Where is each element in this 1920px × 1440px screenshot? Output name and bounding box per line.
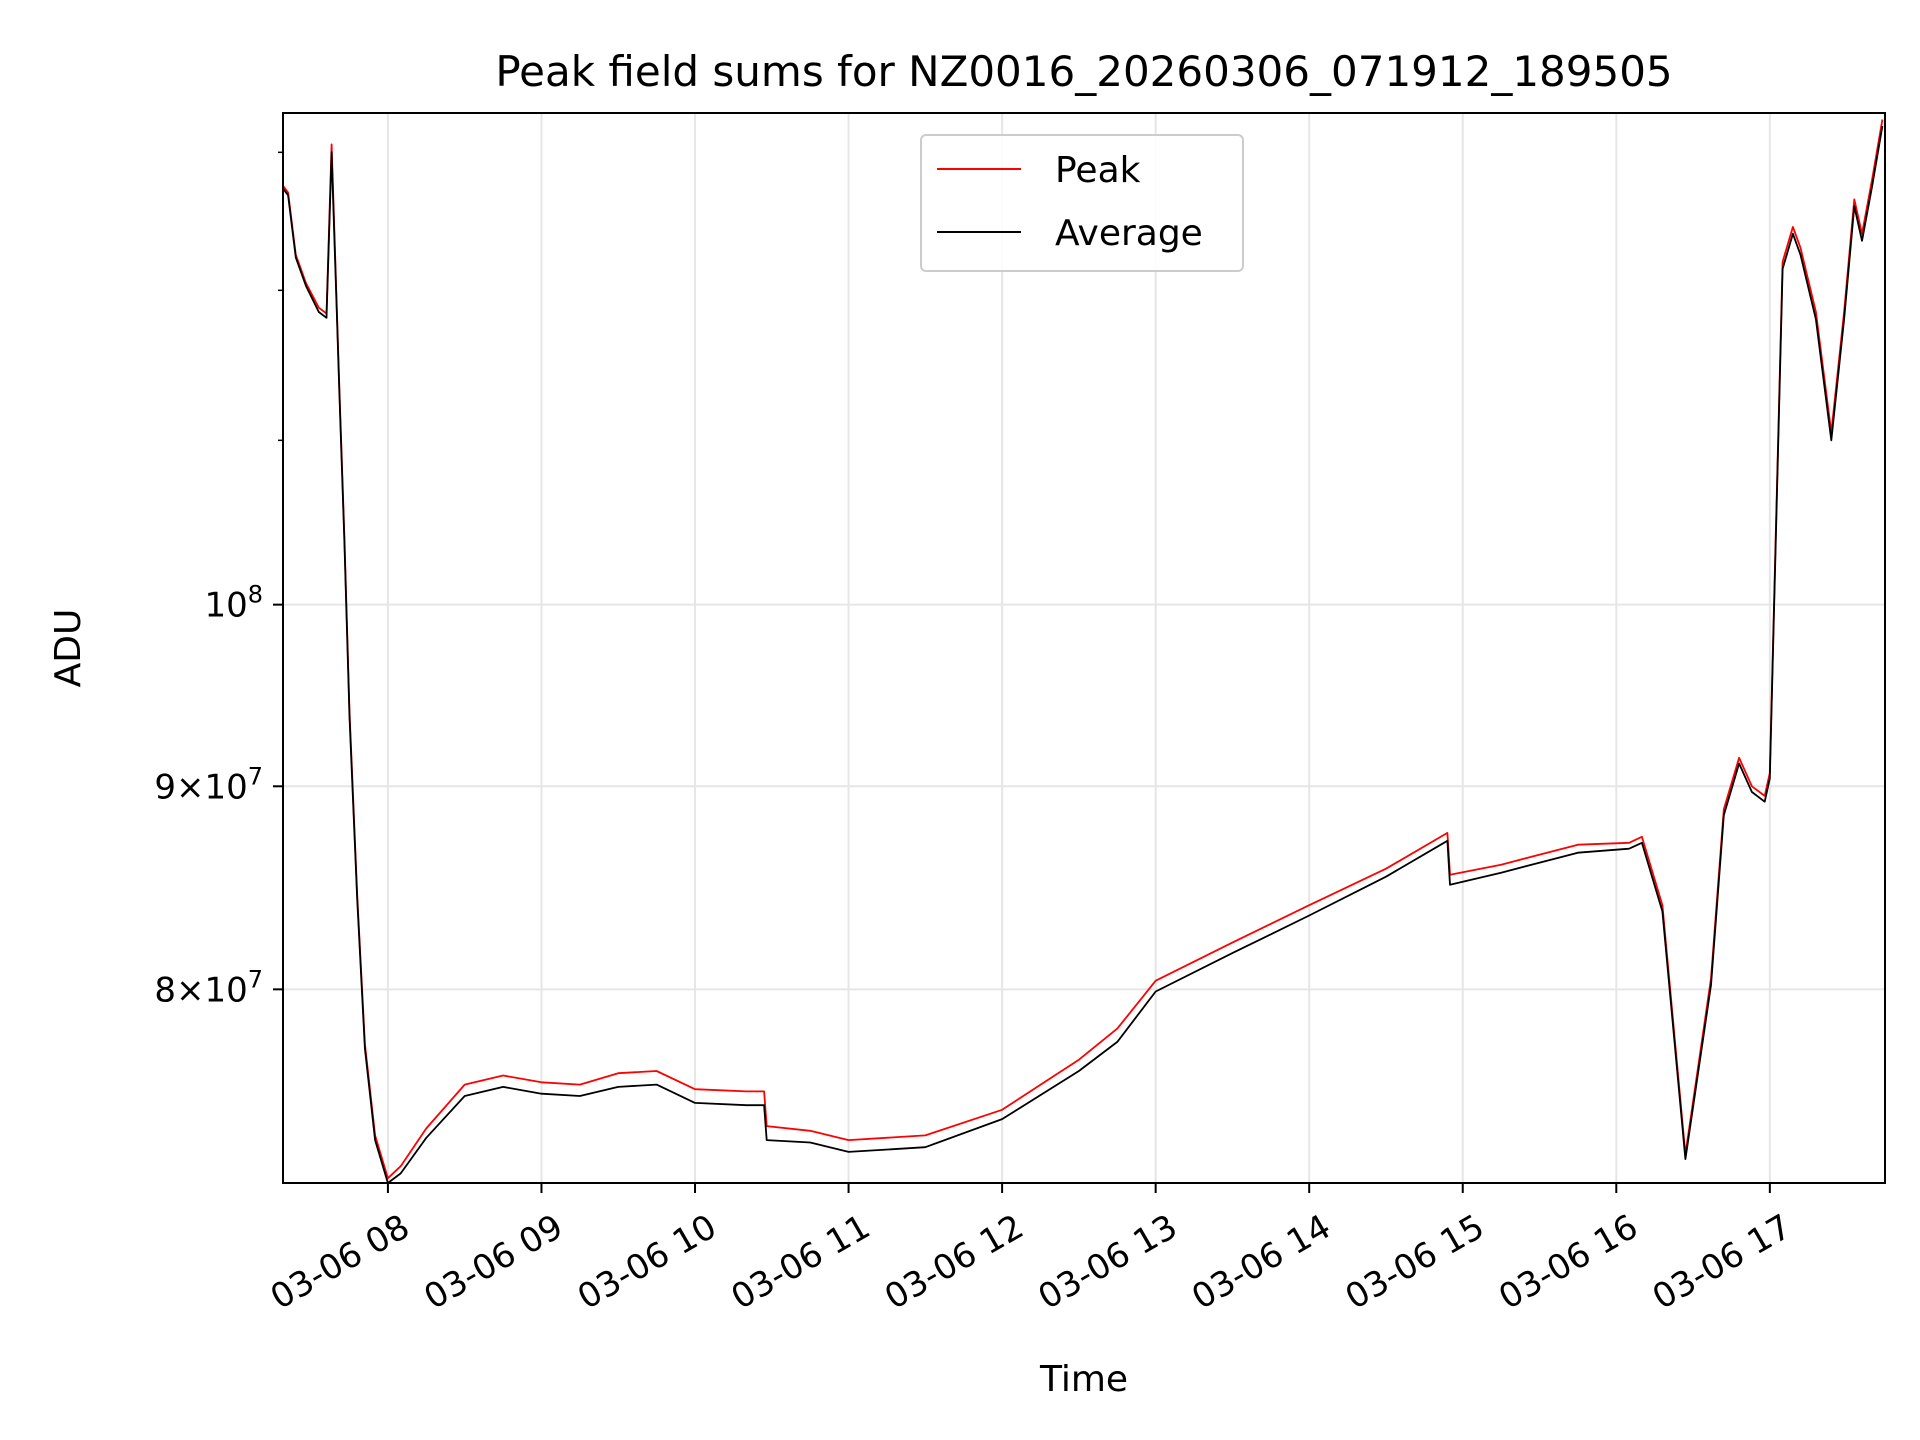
legend-label-average: Average (1055, 213, 1203, 254)
y-tick-label: 9×107 (154, 762, 263, 807)
legend: Peak Average (920, 134, 1244, 272)
y-tick-label: 8×107 (154, 965, 263, 1010)
y-axis: 8×107 9×107 108 (154, 151, 283, 1010)
plot-frame (282, 112, 1886, 1184)
series-layer (282, 119, 1884, 1184)
series-line-average (282, 125, 1884, 1184)
y-tick-label: 108 (204, 581, 263, 626)
x-axis-label: Time (1039, 1359, 1128, 1400)
legend-label-peak: Peak (1055, 150, 1141, 191)
y-axis-label: ADU (48, 609, 89, 688)
chart-title: Peak field sums for NZ0016_20260306_0719… (495, 47, 1672, 96)
grid (283, 113, 1885, 1183)
